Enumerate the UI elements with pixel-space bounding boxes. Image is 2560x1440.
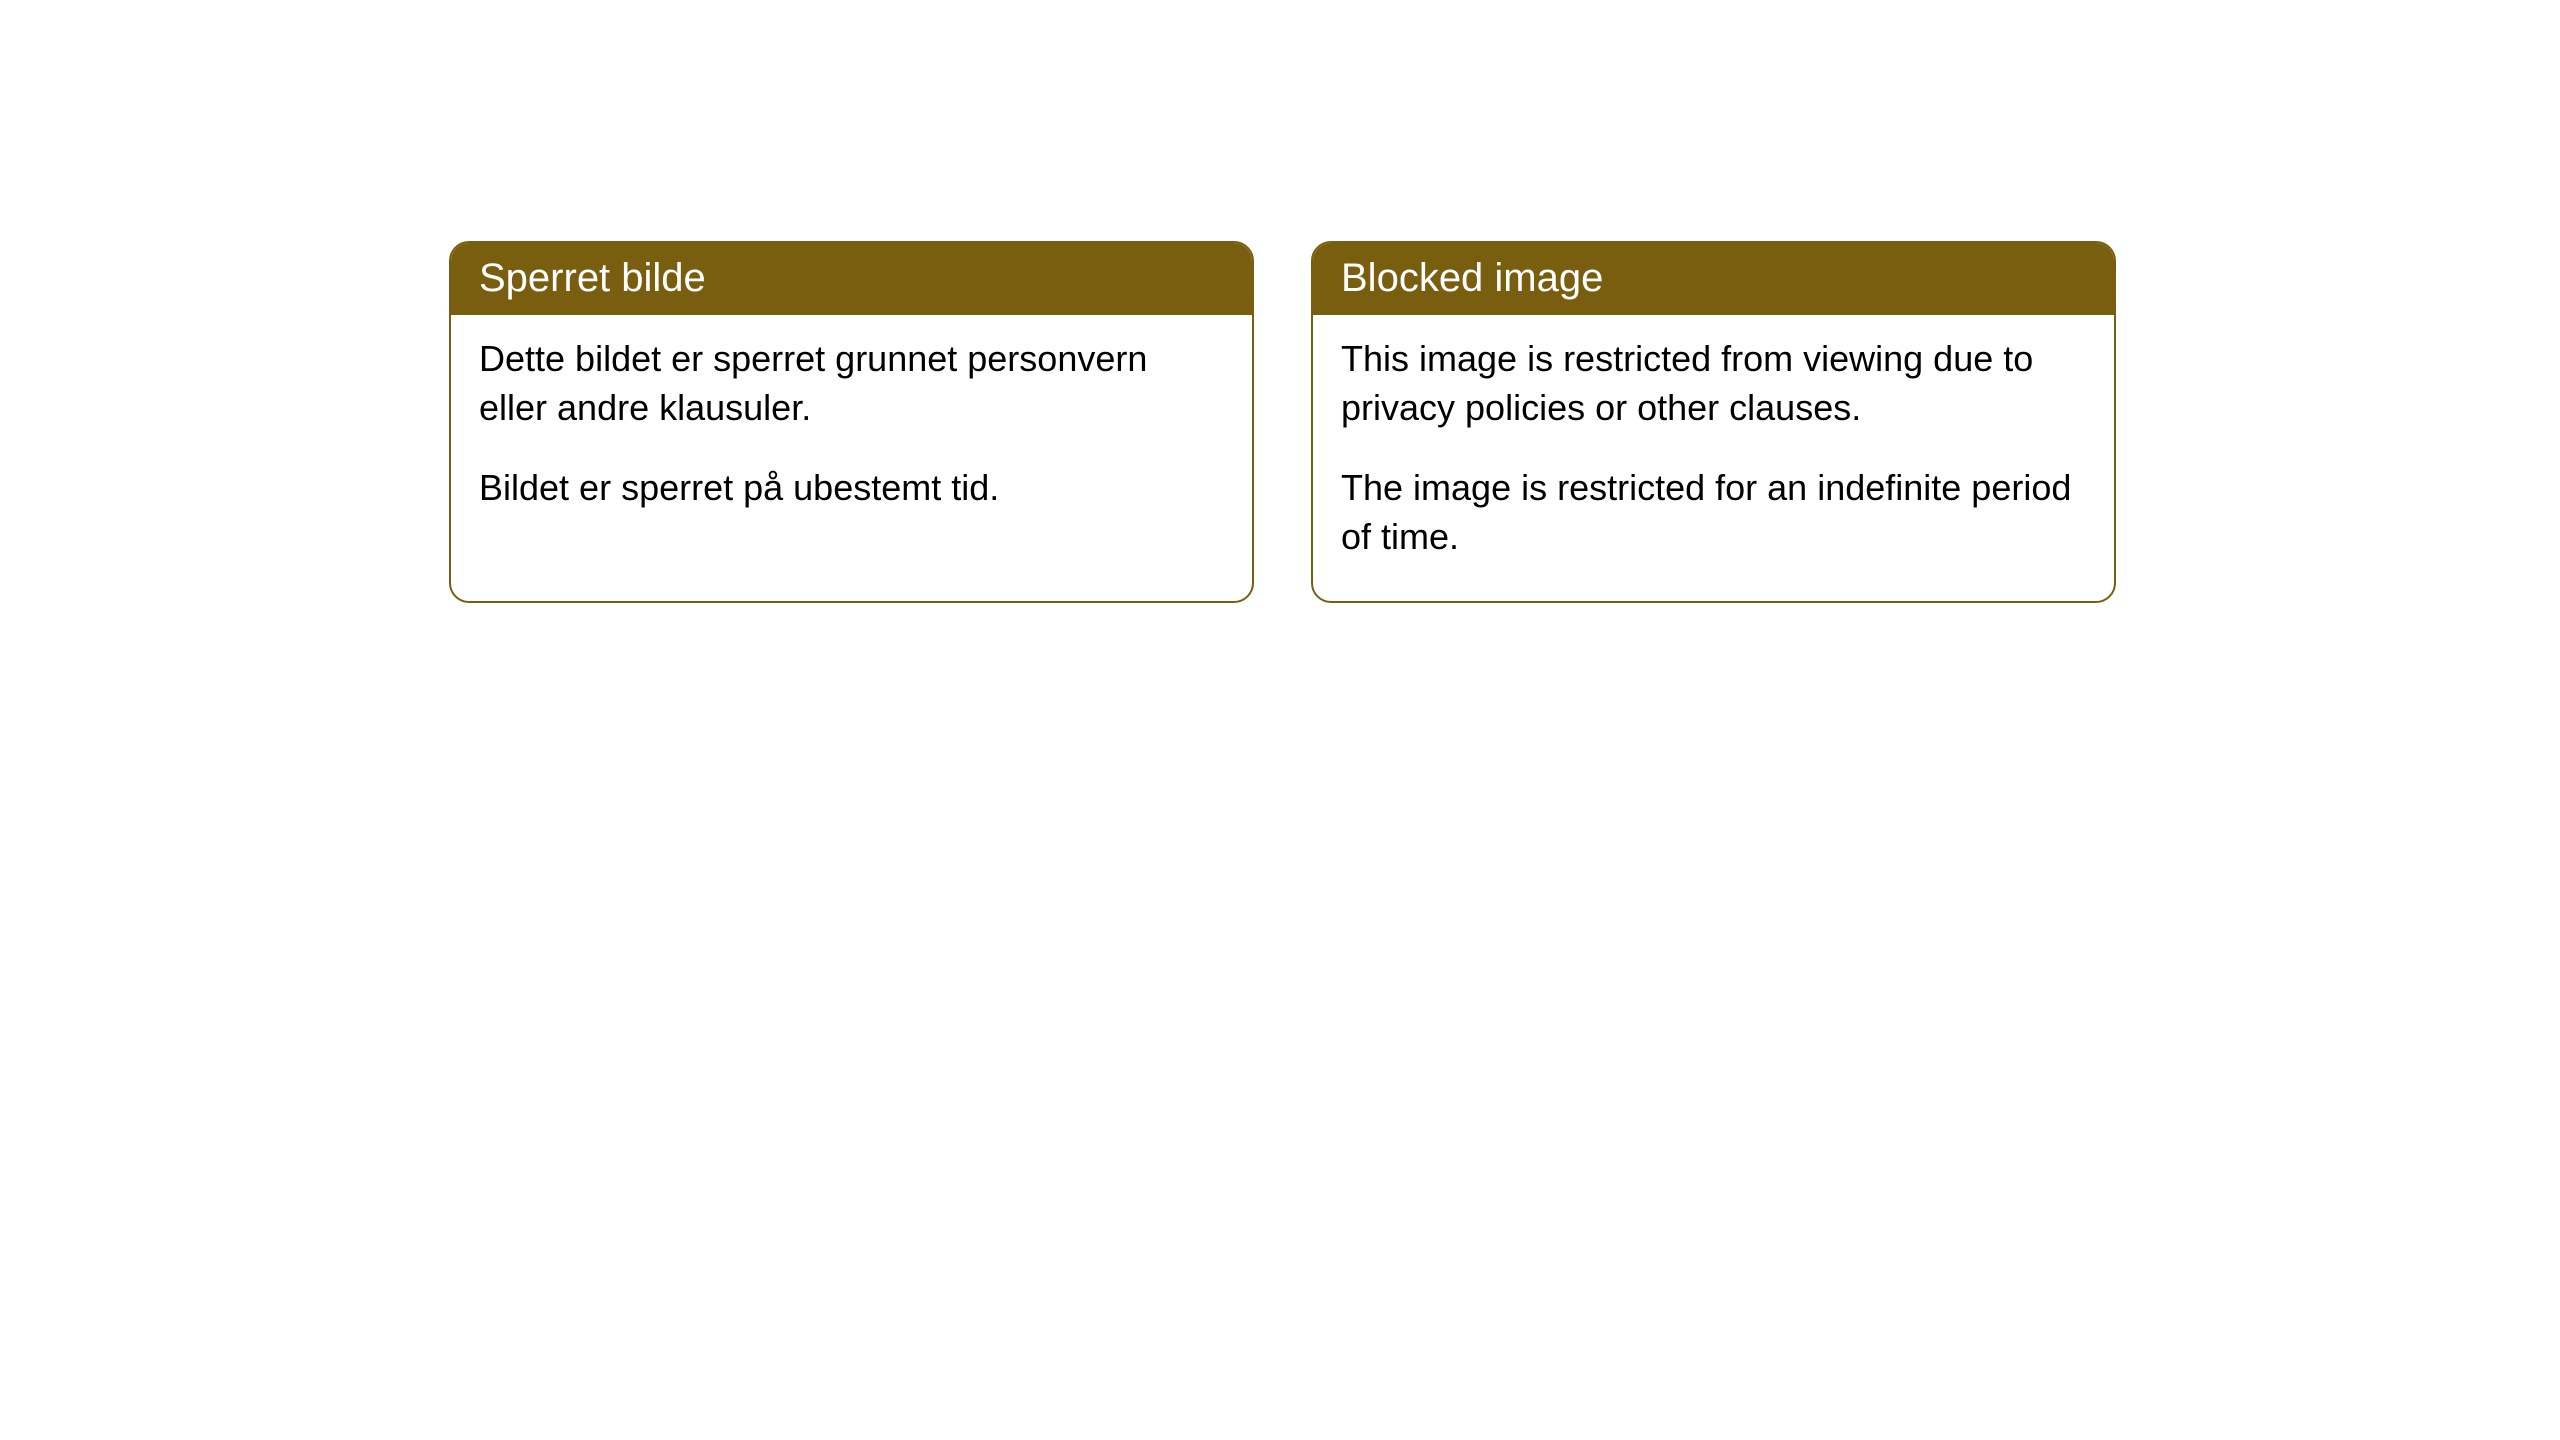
card-header: Sperret bilde [451, 243, 1252, 315]
card-paragraph-1: This image is restricted from viewing du… [1341, 335, 2086, 432]
card-title: Blocked image [1341, 256, 1603, 300]
card-paragraph-2: The image is restricted for an indefinit… [1341, 464, 2086, 561]
card-header: Blocked image [1313, 243, 2114, 315]
blocked-image-card-english: Blocked image This image is restricted f… [1311, 241, 2116, 603]
card-title: Sperret bilde [479, 256, 706, 300]
card-body: This image is restricted from viewing du… [1313, 315, 2114, 601]
card-body: Dette bildet er sperret grunnet personve… [451, 315, 1252, 553]
notice-cards-container: Sperret bilde Dette bildet er sperret gr… [449, 241, 2560, 603]
blocked-image-card-norwegian: Sperret bilde Dette bildet er sperret gr… [449, 241, 1254, 603]
card-paragraph-1: Dette bildet er sperret grunnet personve… [479, 335, 1224, 432]
card-paragraph-2: Bildet er sperret på ubestemt tid. [479, 464, 1224, 513]
